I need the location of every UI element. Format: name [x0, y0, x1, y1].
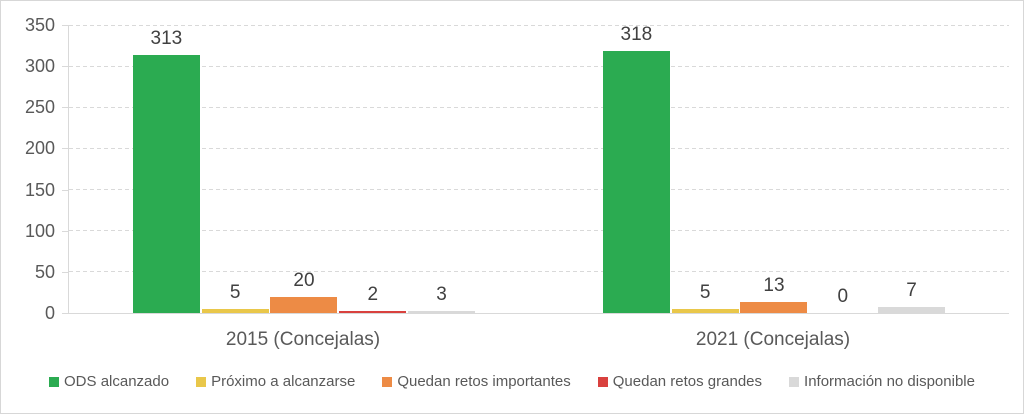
legend-swatch: [789, 376, 800, 387]
legend-label: Información no disponible: [804, 373, 975, 390]
y-axis-tick: [62, 107, 68, 109]
bar-quedan-retos-importantes: [740, 302, 808, 313]
y-axis-tick: [62, 189, 68, 191]
bar-slot: 313: [132, 25, 201, 313]
bar-quedan-retos-importantes: [270, 296, 338, 313]
bar-value-label: 7: [906, 280, 917, 302]
legend-swatch: [382, 376, 393, 387]
legend-swatch: [49, 376, 60, 387]
y-tick-label: 150: [24, 179, 55, 200]
bar-slot: 13: [740, 25, 809, 313]
bar-slot: 5: [201, 25, 270, 313]
gridline: [69, 189, 1009, 191]
legend-swatch: [196, 376, 207, 387]
y-tick-label: 300: [24, 56, 55, 77]
gridline: [69, 106, 1009, 108]
bar-slot: 318: [602, 24, 671, 313]
gridline: [69, 230, 1009, 232]
gridline: [69, 65, 1009, 67]
bar-group: 318 5 13 0 7: [602, 24, 946, 313]
bar-ods-alcanzado: [132, 55, 200, 313]
y-axis-tick: [62, 271, 68, 273]
bar-pr-ximo-a-alcanzarse: [201, 308, 269, 313]
legend-item: Información no disponible: [789, 373, 975, 390]
y-tick-label: 200: [24, 138, 55, 159]
legend-item: Próximo a alcanzarse: [196, 373, 355, 390]
plot-area: 313 5 20 2 3 318 5 13 0 7: [68, 24, 1009, 314]
legend-label: ODS alcanzado: [64, 373, 170, 390]
y-axis-tick: [62, 66, 68, 68]
bar-value-label: 0: [837, 286, 849, 307]
legend-swatch: [597, 376, 608, 387]
bar-value-label: 318: [620, 24, 653, 46]
y-tick-label: 0: [44, 303, 55, 323]
x-axis-label: 2021 (Concejalas): [695, 329, 851, 350]
legend-item: ODS alcanzado: [49, 373, 169, 390]
bar-slot: 7: [877, 25, 946, 313]
bar-quedan-retos-grandes: [339, 311, 407, 313]
bar-value-label: 2: [367, 284, 379, 306]
x-axis-label: 2015 (Concejalas): [225, 329, 381, 350]
bar-slot: 2: [338, 25, 407, 313]
bar-ods-alcanzado: [602, 51, 670, 313]
y-tick-label: 100: [24, 220, 55, 241]
legend-label: Quedan retos importantes: [397, 373, 571, 390]
bar-slot: 5: [671, 25, 740, 313]
bar-slot: 20: [270, 25, 339, 313]
bar-value-label: 20: [293, 269, 315, 291]
bar-group: 313 5 20 2 3: [132, 25, 476, 313]
y-tick-label: 350: [24, 15, 55, 35]
y-axis-tick: [62, 148, 68, 150]
bar-slot: 3: [407, 25, 476, 313]
y-axis-tick: [62, 313, 68, 314]
bar-value-label: 5: [229, 281, 241, 303]
legend-item: Quedan retos grandes: [597, 373, 763, 390]
legend-item: Quedan retos importantes: [382, 373, 571, 390]
bar-pr-ximo-a-alcanzarse: [671, 308, 739, 313]
legend-label: Quedan retos grandes: [612, 373, 763, 390]
legend-label: Próximo a alcanzarse: [211, 373, 356, 390]
bar-value-label: 3: [436, 283, 447, 305]
bar-value-label: 13: [763, 275, 785, 297]
bar-informaci-n-no-disponible: [408, 310, 476, 313]
y-axis-tick: [62, 230, 68, 232]
bar-value-label: 313: [150, 28, 183, 50]
bar-slot: 0: [808, 25, 877, 313]
bar-value-label: 5: [699, 281, 711, 303]
legend: ODS alcanzado Próximo a alcanzarse Quedan …: [1, 373, 1023, 390]
gridline: [69, 24, 1009, 26]
y-tick-label: 250: [24, 97, 55, 118]
bar-informaci-n-no-disponible: [878, 307, 946, 313]
y-tick-label: 50: [34, 261, 55, 282]
gridline: [69, 147, 1009, 149]
gridline: [69, 271, 1009, 273]
y-axis-tick: [62, 25, 68, 26]
